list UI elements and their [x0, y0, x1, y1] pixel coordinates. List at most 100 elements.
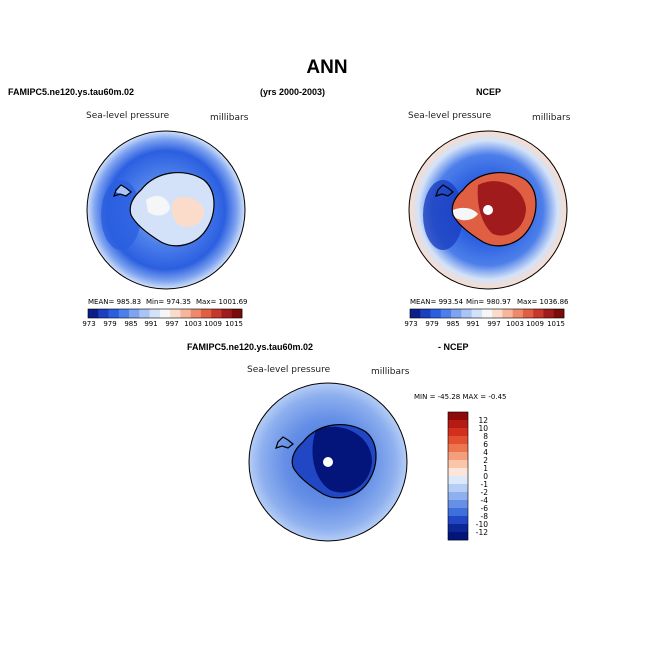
- colorbar-tick: 979: [103, 320, 117, 328]
- colorbar-tick: 1015: [547, 320, 565, 328]
- obs-mean-label: MEAN= 993.54: [410, 298, 464, 306]
- colorbar-border: [447, 411, 469, 541]
- colorbar-swatch: [448, 468, 468, 477]
- colorbar-tick: 1015: [225, 320, 243, 328]
- model-colorbar-labels: 973 979 985 991 997 1003 1009 1015: [76, 320, 256, 330]
- colorbar-swatch: [430, 309, 442, 318]
- diff-suffix-label: - NCEP: [438, 342, 469, 352]
- model-units-label: millibars: [210, 113, 249, 123]
- colorbar-swatch: [461, 309, 472, 318]
- colorbar-swatch: [448, 508, 468, 517]
- model-max-label: Max= 1001.69: [196, 298, 248, 306]
- colorbar-swatch: [211, 309, 222, 318]
- colorbar-swatch: [448, 492, 468, 501]
- colorbar-swatch: [440, 309, 452, 318]
- colorbar-swatch: [448, 516, 468, 525]
- obs-units-label: millibars: [532, 113, 571, 123]
- colorbar-tick: -4: [480, 496, 488, 505]
- colorbar-swatch: [448, 532, 468, 541]
- colorbar-tick: -12: [475, 528, 488, 537]
- colorbar-swatch: [448, 452, 468, 461]
- colorbar-swatch: [448, 460, 468, 469]
- colorbar-swatch: [448, 420, 468, 429]
- colorbar-swatch: [451, 309, 462, 318]
- colorbar-swatch: [481, 309, 493, 318]
- colorbar-tick: 0: [483, 472, 488, 481]
- colorbar-tick: 973: [82, 320, 96, 328]
- colorbar-tick: 997: [165, 320, 179, 328]
- obs-colorbar-labels: 973 979 985 991 997 1003 1009 1015: [398, 320, 578, 330]
- diff-case-label: FAMIPC5.ne120.ys.tau60m.02: [187, 342, 314, 352]
- plot-title: ANN: [306, 57, 348, 78]
- diff-variable-label: Sea-level pressure: [247, 365, 331, 375]
- colorbar-swatch: [170, 309, 181, 318]
- colorbar-swatch: [190, 309, 202, 318]
- years-label: (yrs 2000-2003): [260, 87, 326, 97]
- colorbar-tick: 1: [483, 464, 488, 473]
- obs-case-label: NCEP: [476, 87, 502, 97]
- diff-colorbar-labels: 12 10 8 6 4 2 1 0 -1 -2 -4 -6 -8 -10 -12: [466, 412, 490, 540]
- colorbar-swatch: [448, 428, 468, 437]
- colorbar-tick: 991: [144, 320, 158, 328]
- colorbar-tick: 985: [446, 320, 460, 328]
- colorbar-tick: -6: [480, 504, 488, 513]
- colorbar-swatch: [98, 309, 109, 318]
- colorbar-swatch: [471, 309, 483, 318]
- colorbar-border: [409, 308, 565, 319]
- colorbar-border: [87, 308, 243, 319]
- colorbar-tick: 973: [404, 320, 418, 328]
- colorbar-tick: -1: [480, 480, 488, 489]
- colorbar-tick: 1009: [526, 320, 544, 328]
- colorbar-tick: -10: [475, 520, 488, 529]
- colorbar-tick: 6: [483, 440, 488, 449]
- colorbar-swatch: [200, 309, 212, 318]
- colorbar-swatch: [502, 309, 513, 318]
- colorbar-tick: 8: [483, 432, 488, 441]
- obs-variable-label: Sea-level pressure: [408, 111, 492, 121]
- model-variable-label: Sea-level pressure: [86, 111, 170, 121]
- colorbar-swatch: [159, 309, 171, 318]
- colorbar-swatch: [448, 484, 468, 493]
- colorbar-tick: 997: [487, 320, 501, 328]
- colorbar-swatch: [108, 309, 120, 318]
- colorbar-tick: 4: [483, 448, 488, 457]
- colorbar-swatch: [448, 524, 468, 533]
- colorbar-tick: 2: [483, 456, 488, 465]
- model-colorbar: [87, 308, 243, 319]
- colorbar-swatch: [88, 309, 99, 318]
- obs-polar-map: [408, 130, 568, 290]
- colorbar-swatch: [448, 500, 468, 509]
- colorbar-swatch: [448, 476, 468, 485]
- diff-minmax-label: MIN = -45.28 MAX = -0.45: [414, 393, 507, 401]
- colorbar-swatch: [221, 309, 233, 318]
- colorbar-tick: 1003: [506, 320, 524, 328]
- colorbar-tick: 1009: [204, 320, 222, 328]
- obs-min-label: Min= 980.97: [466, 298, 512, 306]
- colorbar-swatch: [522, 309, 534, 318]
- model-case-label: FAMIPC5.ne120.ys.tau60m.02: [8, 87, 135, 97]
- colorbar-swatch: [448, 444, 468, 453]
- colorbar-swatch: [129, 309, 140, 318]
- colorbar-swatch: [543, 309, 555, 318]
- colorbar-swatch: [139, 309, 150, 318]
- model-mean-label: MEAN= 985.83: [88, 298, 142, 306]
- colorbar-swatch: [492, 309, 503, 318]
- colorbar-swatch: [553, 309, 565, 318]
- colorbar-swatch: [533, 309, 544, 318]
- colorbar-swatch: [180, 309, 191, 318]
- colorbar-swatch: [410, 309, 421, 318]
- colorbar-swatch: [420, 309, 431, 318]
- colorbar-tick: -8: [480, 512, 488, 521]
- colorbar-swatch: [512, 309, 524, 318]
- colorbar-tick: 1003: [184, 320, 202, 328]
- colorbar-tick: 985: [124, 320, 138, 328]
- colorbar-swatch: [149, 309, 161, 318]
- colorbar-tick: 12: [478, 416, 488, 425]
- obs-colorbar: [409, 308, 565, 319]
- colorbar-swatch: [118, 309, 130, 318]
- colorbar-tick: 991: [466, 320, 480, 328]
- model-min-label: Min= 974.35: [146, 298, 192, 306]
- diff-colorbar: [447, 411, 469, 541]
- colorbar-tick: 10: [478, 424, 488, 433]
- colorbar-tick: 979: [425, 320, 439, 328]
